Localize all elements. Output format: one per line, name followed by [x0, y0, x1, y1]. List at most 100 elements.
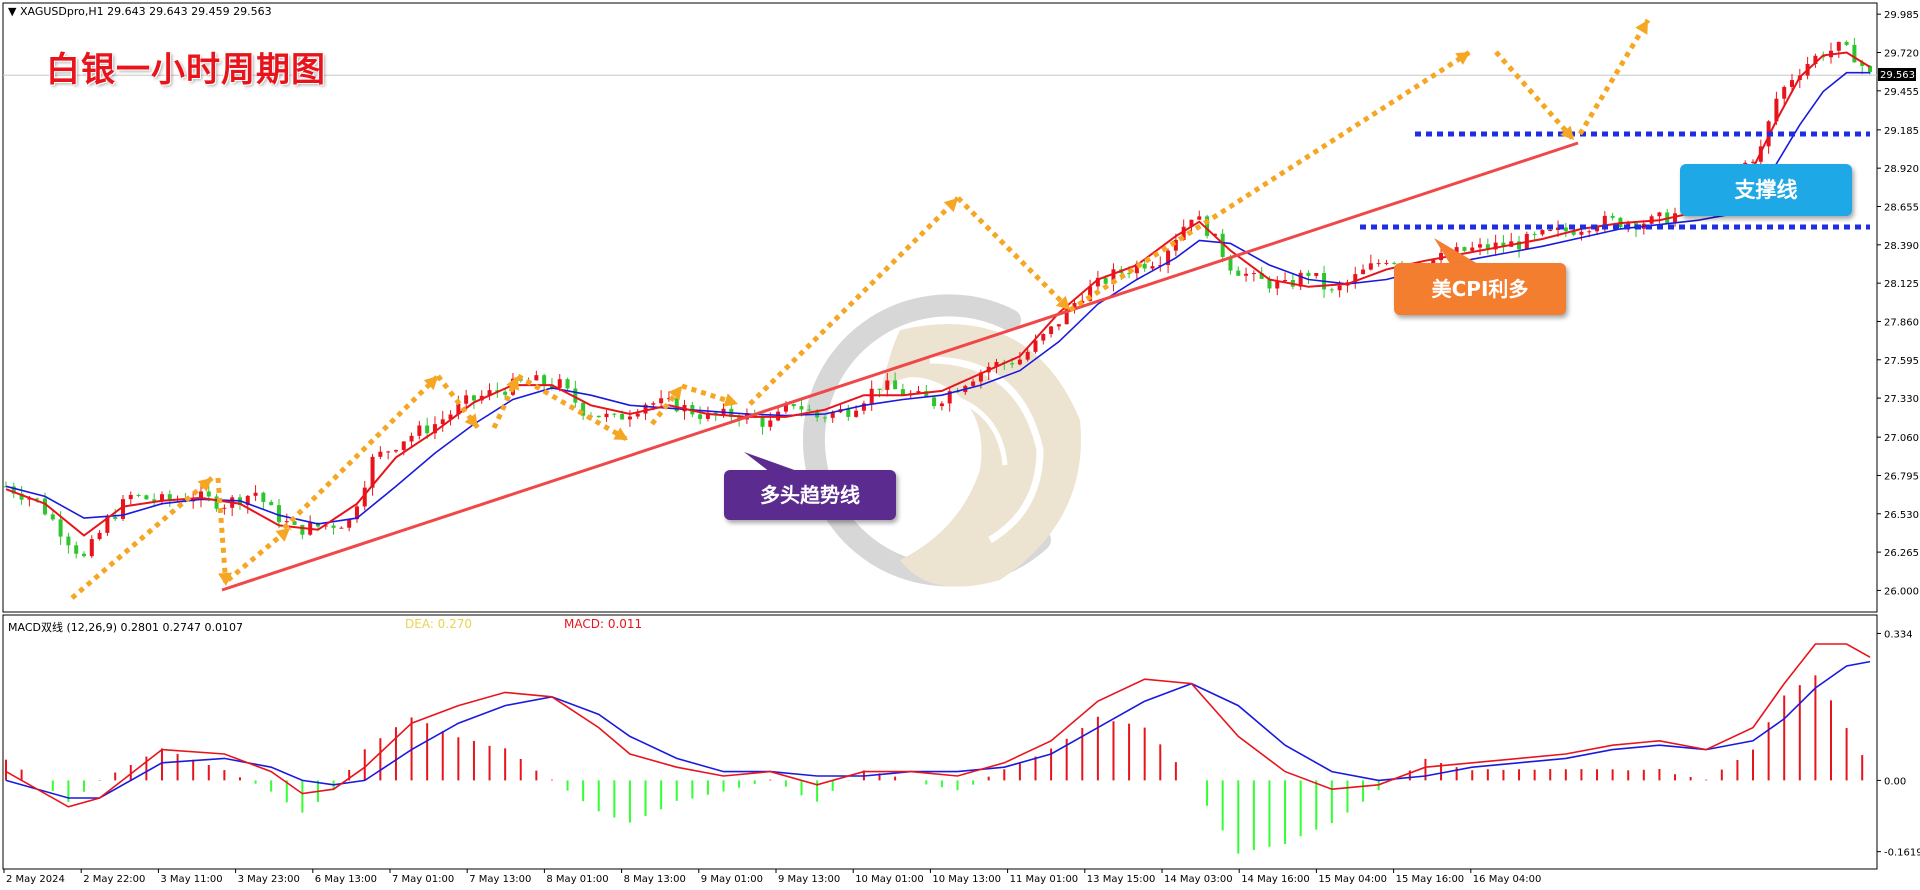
arrow-head-icon — [1635, 20, 1648, 35]
candle-body — [1041, 334, 1046, 341]
candle-body — [370, 456, 375, 488]
candle-body — [1860, 62, 1865, 66]
candle-body — [791, 404, 796, 407]
price-axis: 29.985 29.720 29.455 29.185 28.920 28.655 28.3… — [1877, 10, 1919, 597]
candle-body — [1314, 273, 1319, 276]
candle-body — [978, 372, 983, 382]
candle-body — [378, 451, 383, 457]
candle-body — [1790, 80, 1795, 87]
macd-value-label: MACD: 0.011 — [564, 617, 643, 631]
arrow-head-icon — [197, 478, 212, 492]
time-tick-label: 9 May 13:00 — [778, 874, 840, 885]
candle-body — [58, 519, 63, 537]
price-tick-label: 27.060 — [1884, 433, 1919, 444]
candle-body — [877, 388, 882, 390]
candle-body — [822, 417, 827, 419]
time-tick-label: 2 May 2024 — [6, 874, 65, 885]
dea-value-label: DEA: 0.270 — [405, 617, 473, 631]
candle-body — [1462, 247, 1467, 251]
candle-body — [1189, 219, 1194, 227]
dotted-arrow-segment — [282, 374, 440, 530]
candle-body — [1306, 272, 1311, 276]
time-tick-label: 14 May 03:00 — [1164, 874, 1233, 885]
candle-body — [339, 527, 344, 529]
symbol-line: XAGUSDpro,H1 29.643 29.643 29.459 29.563 — [19, 5, 272, 18]
candle-body — [245, 495, 250, 506]
macd-dea-line — [5, 660, 1871, 799]
arrow-head-icon — [218, 572, 233, 586]
support-callout: 支撑线 — [1680, 164, 1852, 216]
price-tick-label: 29.185 — [1884, 126, 1919, 137]
dotted-arrow-segment — [226, 526, 292, 582]
macd-indicator: 0.334 0.00 -0.1619 — [5, 629, 1920, 859]
candle-body — [81, 553, 86, 557]
price-tick-label: 28.920 — [1884, 164, 1919, 175]
time-axis: 2 May 2024 2 May 22:00 3 May 11:00 3 May 23… — [3, 869, 1541, 885]
candle-body — [300, 524, 305, 535]
candle-body — [1844, 41, 1849, 45]
macd-tick-label: 0.00 — [1884, 776, 1906, 787]
candle-body — [1368, 263, 1373, 270]
candle-body — [152, 499, 157, 501]
time-tick-label: 8 May 01:00 — [546, 874, 608, 885]
candle-body — [1595, 227, 1600, 232]
dotted-arrow-segment — [956, 196, 1072, 312]
candle-body — [1439, 252, 1444, 261]
candle-body — [1470, 247, 1475, 251]
time-tick-label: 3 May 11:00 — [160, 874, 222, 885]
candle-body — [66, 536, 71, 546]
candle-body — [1142, 263, 1147, 269]
macd-panel-frame — [2, 614, 1878, 870]
candle-body — [1548, 229, 1553, 231]
candle-body — [534, 375, 539, 381]
candle-body — [565, 379, 570, 389]
candle-body — [1205, 216, 1210, 236]
candle-body — [557, 379, 562, 388]
main-chart-frame — [2, 2, 1878, 613]
candle-body — [1579, 231, 1584, 235]
time-tick-label: 8 May 13:00 — [624, 874, 686, 885]
candle-body — [1657, 212, 1662, 217]
candle-body — [1384, 262, 1389, 264]
dotted-arrow-segment — [748, 196, 960, 406]
candle-body — [1033, 340, 1038, 352]
price-tick-label: 29.455 — [1884, 87, 1919, 98]
candle-body — [1852, 44, 1857, 63]
candle-body — [1095, 277, 1100, 287]
candle-body — [1571, 231, 1576, 235]
candle-body — [635, 413, 640, 417]
price-tick-label: 26.000 — [1884, 586, 1919, 597]
candle-body — [1337, 285, 1342, 291]
time-tick-label: 9 May 01:00 — [701, 874, 763, 885]
candle-body — [1056, 324, 1061, 327]
arrow-head-icon — [423, 376, 438, 391]
candle-body — [1103, 277, 1108, 284]
candle-body — [105, 517, 110, 533]
candle-body — [253, 492, 258, 496]
dotted-arrow-segment — [215, 477, 229, 587]
arrow-head-icon — [506, 376, 519, 391]
candle-body — [1540, 230, 1545, 235]
candle-body — [1267, 278, 1272, 289]
candle-body — [128, 494, 133, 500]
candle-body — [347, 519, 352, 528]
candle-body — [1259, 273, 1264, 279]
candle-body — [939, 403, 944, 407]
candle-body — [1025, 351, 1030, 360]
candle-body — [1361, 269, 1366, 275]
bull-callout-tail — [744, 452, 800, 472]
bull-trend-callout: 多头趋势线 — [724, 470, 896, 520]
candle-body — [487, 390, 492, 396]
candle-body — [417, 425, 422, 436]
arrow-head-icon — [668, 386, 682, 401]
candle-body — [1454, 247, 1459, 256]
candle-body — [276, 505, 281, 523]
candle-body — [1493, 242, 1498, 250]
candle-body — [1283, 279, 1288, 282]
candle-body — [1017, 359, 1022, 365]
collapse-triangle-icon[interactable]: ▼ — [8, 5, 20, 18]
candle-body — [581, 402, 586, 416]
arrow-head-icon — [1560, 125, 1574, 140]
candle-body — [74, 545, 79, 554]
